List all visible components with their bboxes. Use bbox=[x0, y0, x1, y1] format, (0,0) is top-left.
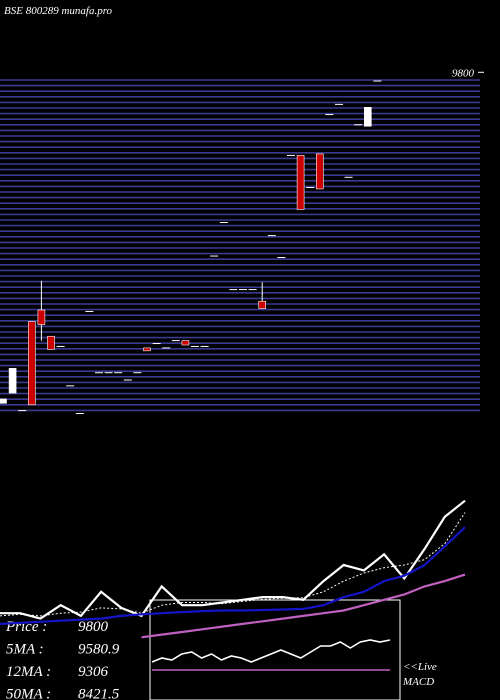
candle-body bbox=[27, 321, 36, 406]
candle-body bbox=[296, 155, 305, 210]
candle-body bbox=[258, 300, 267, 309]
y-tick-label: 9800 bbox=[452, 67, 475, 79]
candle-body bbox=[143, 347, 151, 352]
ma-line bbox=[0, 512, 466, 617]
candle-body bbox=[37, 309, 46, 325]
candle-body bbox=[0, 398, 7, 404]
macd-line bbox=[151, 639, 391, 663]
legend-value: 9580.9 bbox=[78, 642, 120, 658]
legend-name: 12MA : bbox=[6, 664, 51, 680]
grid bbox=[0, 79, 480, 412]
legend-name: 5MA : bbox=[6, 642, 44, 658]
candle-body bbox=[363, 106, 372, 127]
candle-body bbox=[8, 368, 17, 394]
candle-body bbox=[181, 340, 190, 346]
legend-value: 9306 bbox=[78, 664, 109, 680]
legend-value: 9800 bbox=[78, 619, 109, 635]
candle-body bbox=[47, 335, 55, 350]
macd-label: MACD bbox=[402, 676, 434, 688]
legend-value: 8421.5 bbox=[78, 687, 120, 700]
chart-title: BSE 800289 munafa.pro bbox=[4, 5, 113, 17]
macd-label: <<Live bbox=[403, 661, 437, 673]
macd-box bbox=[149, 599, 401, 700]
ma-line bbox=[141, 573, 466, 639]
ma-line bbox=[0, 499, 466, 620]
candle-body bbox=[315, 153, 324, 190]
ma-line bbox=[0, 526, 466, 625]
legend-name: 50MA : bbox=[6, 687, 51, 700]
